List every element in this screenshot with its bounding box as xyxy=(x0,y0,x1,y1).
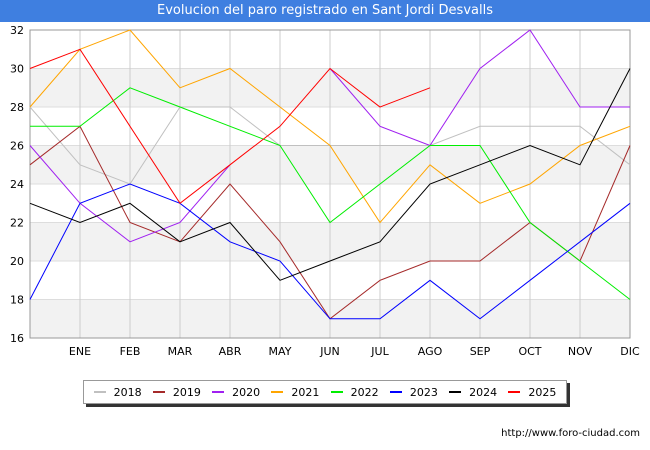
x-tick-label: SEP xyxy=(470,345,491,358)
y-tick-label: 30 xyxy=(10,63,24,76)
x-tick-label: AGO xyxy=(418,345,443,358)
legend-item-2019: 2019 xyxy=(152,385,201,399)
legend-label: 2023 xyxy=(409,385,438,399)
legend-item-2018: 2018 xyxy=(93,385,142,399)
y-tick-label: 22 xyxy=(10,217,24,230)
x-tick-label: MAY xyxy=(269,345,292,358)
legend-label: 2020 xyxy=(232,385,261,399)
y-tick-label: 20 xyxy=(10,255,24,268)
x-axis: ENE FEB MAR ABR MAY JUN JUL AGO SEP OCT NOV DIC xyxy=(69,345,640,358)
legend-item-2021: 2021 xyxy=(271,386,319,399)
source-url: http://www.foro-ciudad.com xyxy=(501,428,640,439)
x-tick-label: OCT xyxy=(518,345,541,358)
legend-swatch xyxy=(212,391,225,393)
legend-label: 2021 xyxy=(291,385,320,399)
chart-title: Evolucion del paro registrado en Sant Jo… xyxy=(0,0,650,22)
legend-item-2024: 2024 xyxy=(449,386,497,399)
legend-label: 2019 xyxy=(172,385,201,399)
x-tick-label: DIC xyxy=(620,345,640,358)
series-line-2023 xyxy=(29,183,631,320)
legend-item-2023: 2023 xyxy=(389,385,438,399)
series-lines xyxy=(29,29,631,320)
legend-swatch xyxy=(508,391,521,393)
y-tick-label: 18 xyxy=(10,294,24,307)
y-tick-label: 16 xyxy=(10,332,24,345)
plot-frame xyxy=(29,29,631,339)
y-axis: 16 18 20 22 24 26 28 30 32 xyxy=(10,24,24,345)
series-line-2024 xyxy=(29,68,631,281)
legend-label: 2024 xyxy=(469,385,498,399)
y-tick-label: 26 xyxy=(10,140,24,153)
legend-swatch xyxy=(271,391,284,393)
x-tick-label: JUN xyxy=(319,345,340,358)
legend-item-2025: 2025 xyxy=(508,386,556,399)
x-tick-label: FEB xyxy=(120,345,141,358)
legend-item-2020: 2020 xyxy=(212,386,260,399)
y-tick-label: 24 xyxy=(10,178,24,191)
y-tick-label: 32 xyxy=(10,24,24,37)
legend-swatch xyxy=(389,391,402,393)
series-line-2022 xyxy=(30,87,631,300)
y-tick-label: 28 xyxy=(10,101,24,114)
legend-item-2022: 2022 xyxy=(330,385,379,399)
legend-swatch xyxy=(330,391,343,393)
legend-label: 2025 xyxy=(528,385,557,399)
legend-swatch xyxy=(449,391,462,393)
legend-swatch xyxy=(152,391,165,393)
series-line-2025 xyxy=(29,48,431,205)
x-tick-label: JUL xyxy=(370,345,389,358)
x-tick-label: NOV xyxy=(568,345,593,358)
series-line-2020 xyxy=(29,145,231,243)
legend-swatch xyxy=(93,391,106,393)
series-line-2021 xyxy=(29,29,631,224)
x-tick-label: MAR xyxy=(168,345,193,358)
legend-label: 2022 xyxy=(350,385,379,399)
x-tick-label: ABR xyxy=(219,345,242,358)
series-line-2020 xyxy=(329,29,630,147)
legend-label: 2018 xyxy=(113,385,142,399)
legend: 2018 2019 2020 2021 2022 2023 2024 2025 xyxy=(83,380,567,404)
x-tick-label: ENE xyxy=(69,345,91,358)
